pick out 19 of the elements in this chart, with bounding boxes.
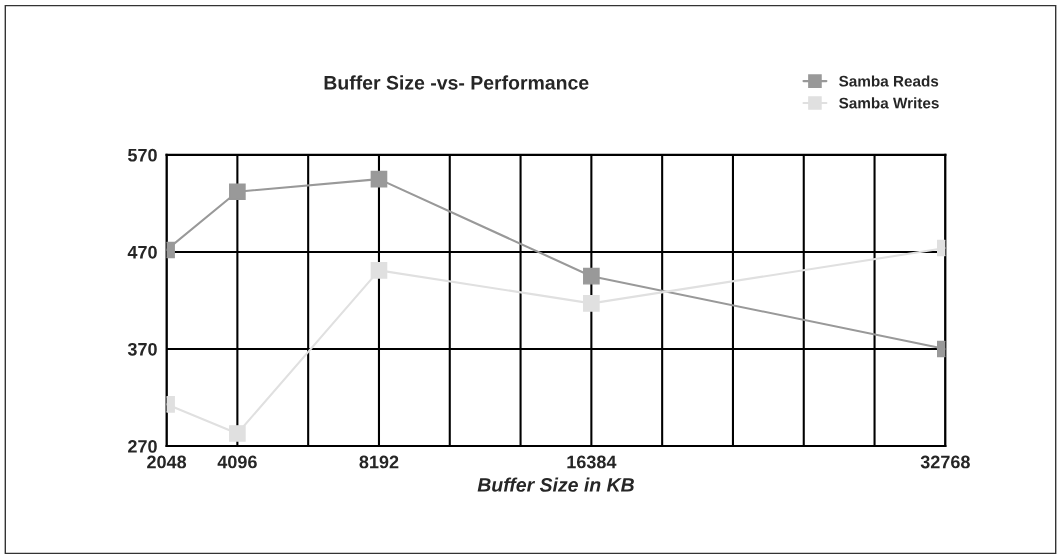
legend-label: Samba Writes — [839, 97, 939, 109]
point — [583, 295, 600, 312]
x-tick-label: 32768 — [920, 455, 970, 469]
y-tick-label: 470 — [127, 245, 157, 259]
y-tick-label: 270 — [128, 440, 157, 453]
point — [370, 170, 388, 188]
legend-label: Samba Reads — [839, 75, 939, 87]
y-tick-label: 370 — [127, 342, 157, 356]
x-tick-label: 16384 — [567, 455, 617, 469]
point — [229, 425, 246, 442]
x-tick-label: 2048 — [147, 455, 187, 469]
point — [583, 267, 600, 285]
x-tick-label: 4096 — [217, 455, 257, 469]
y-tick-label: 570 — [127, 148, 157, 162]
point — [229, 183, 246, 201]
chart-title: Buffer Size -vs- Performance — [324, 75, 589, 90]
point — [370, 262, 388, 279]
x-tick-label: 8192 — [359, 455, 399, 469]
x-axis-title: Buffer Size in KB — [477, 477, 634, 492]
